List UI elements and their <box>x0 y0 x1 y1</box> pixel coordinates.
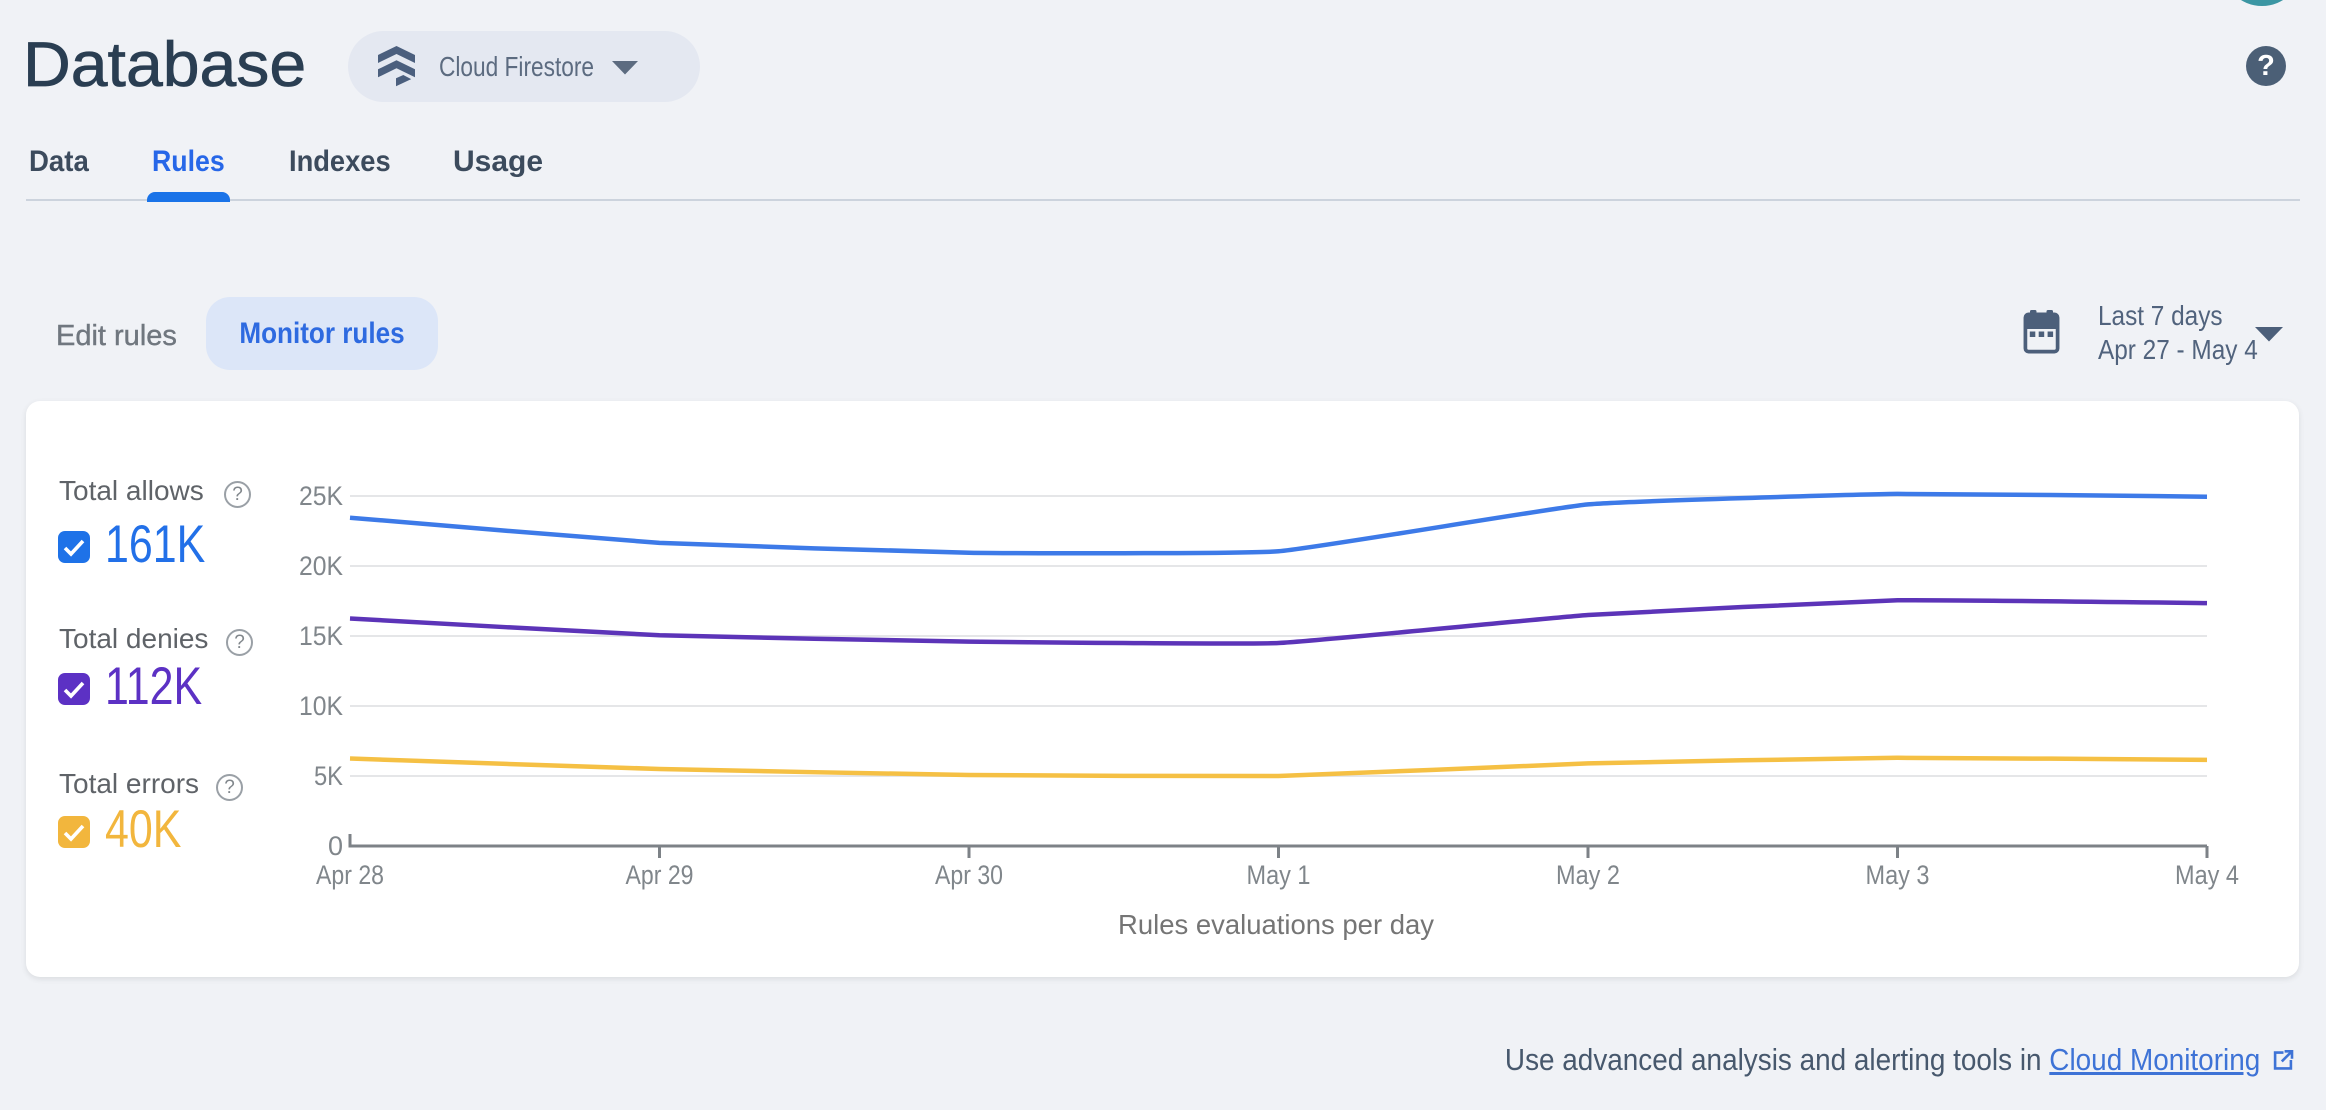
svg-text:5K: 5K <box>314 761 343 791</box>
svg-text:Apr 28: Apr 28 <box>316 860 384 890</box>
svg-text:25K: 25K <box>299 481 343 511</box>
svg-text:20K: 20K <box>299 551 343 581</box>
svg-text:Rules evaluations per day: Rules evaluations per day <box>1118 909 1434 940</box>
svg-text:Apr 30: Apr 30 <box>935 860 1003 890</box>
svg-text:May 4: May 4 <box>2175 860 2239 890</box>
svg-text:May 3: May 3 <box>1866 860 1930 890</box>
svg-text:Apr 29: Apr 29 <box>626 860 694 890</box>
svg-text:0: 0 <box>328 831 343 861</box>
svg-text:15K: 15K <box>299 621 343 651</box>
svg-text:10K: 10K <box>299 691 343 721</box>
svg-text:May 1: May 1 <box>1247 860 1311 890</box>
svg-text:May 2: May 2 <box>1556 860 1620 890</box>
